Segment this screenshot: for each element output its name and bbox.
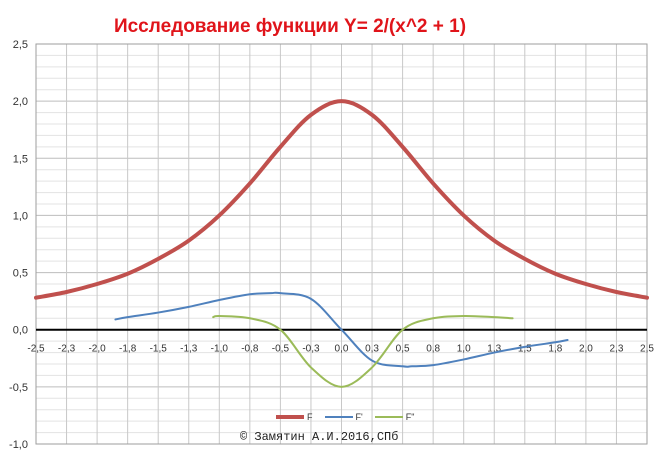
x-tick-label: -1,5: [150, 344, 168, 355]
y-tick-label: 2,5: [13, 39, 28, 51]
x-tick-label: 0,3: [365, 344, 379, 355]
chart-title: Исследование функции Y= 2/(x^2 + 1): [113, 16, 467, 37]
copyright-note: © Замятин А.И.2016,СПб: [240, 430, 399, 444]
y-tick-label: 1,0: [13, 210, 28, 222]
x-tick-label: -2,3: [58, 344, 76, 355]
x-tick-label: 1,5: [518, 344, 532, 355]
legend-swatch-f-double-prime: [374, 416, 403, 418]
series-line-f: [34, 99, 649, 300]
x-tick-label: -0,3: [302, 344, 320, 355]
y-tick-label: 2,0: [13, 96, 28, 108]
legend-item-f: F: [276, 412, 313, 422]
x-tick-label: 1,3: [487, 344, 501, 355]
x-tick-label: -0,5: [272, 344, 290, 355]
x-tick-label: 2,5: [640, 344, 654, 355]
y-tick-label: 0,0: [13, 325, 28, 337]
x-tick-label: -1,0: [211, 344, 229, 355]
legend-label-f-double-prime: F": [405, 412, 415, 422]
x-tick-label: -2,5: [27, 344, 45, 355]
legend-label-f-prime: F': [355, 412, 363, 422]
y-tick-label: 0,5: [13, 268, 28, 280]
y-tick-label: -0,5: [9, 382, 28, 394]
legend: F F' F": [276, 412, 414, 422]
x-tick-label: -0,8: [241, 344, 259, 355]
x-tick-label: 0,0: [335, 344, 349, 355]
x-tick-label: 0,5: [396, 344, 410, 355]
x-tick-label: -2,0: [88, 344, 106, 355]
y-tick-label: 1,5: [13, 153, 28, 165]
x-tick-label: 2,3: [609, 344, 623, 355]
series-line-f-prime: [114, 291, 569, 368]
plot-border: [35, 43, 648, 445]
legend-swatch-f-prime: [324, 416, 353, 418]
series-line-f-double-prime: [212, 314, 514, 388]
legend-swatch-f: [276, 415, 304, 419]
legend-item-f-double-prime: F": [374, 412, 415, 422]
legend-item-f-prime: F': [324, 412, 363, 422]
x-tick-label: 1,0: [457, 344, 471, 355]
x-tick-label: 2,0: [579, 344, 593, 355]
x-tick-label: -1,3: [180, 344, 198, 355]
x-tick-label: 1,8: [548, 344, 562, 355]
y-tick-label: -1,0: [9, 439, 28, 451]
x-tick-label: 0,8: [426, 344, 440, 355]
legend-label-f: F: [307, 412, 313, 422]
x-tick-label: -1,8: [119, 344, 137, 355]
